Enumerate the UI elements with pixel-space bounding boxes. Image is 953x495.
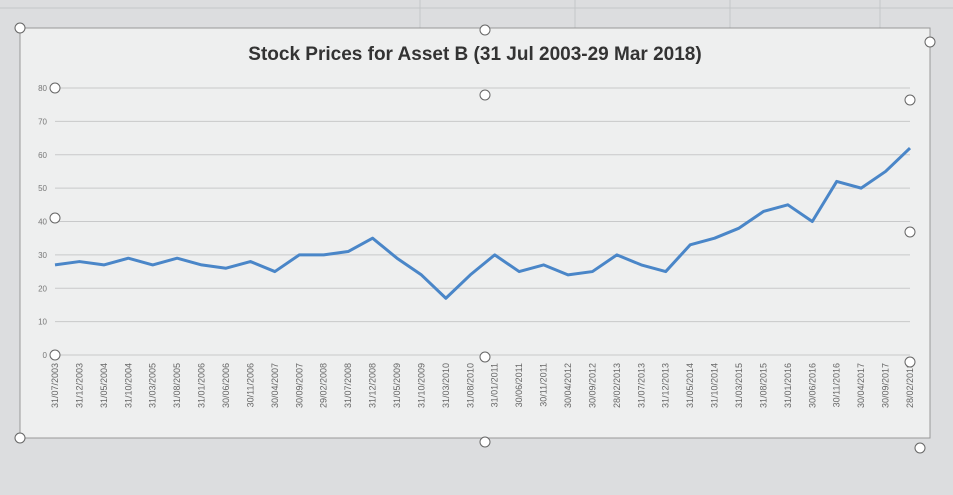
y-tick-label: 10 xyxy=(38,318,47,327)
x-tick-label: 31/01/2016 xyxy=(783,363,793,408)
x-tick-label: 29/02/2008 xyxy=(319,363,329,408)
x-tick-label: 31/12/2003 xyxy=(74,363,84,408)
y-tick-label: 80 xyxy=(38,84,47,93)
y-tick-label: 60 xyxy=(38,151,47,160)
x-tick-label: 31/05/2009 xyxy=(392,363,402,408)
resize-handle xyxy=(479,24,491,36)
x-tick-label: 31/07/2013 xyxy=(636,363,646,408)
line-series xyxy=(54,146,912,300)
x-tick-label: 30/11/2011 xyxy=(539,363,549,407)
x-tick-label: 30/04/2017 xyxy=(856,363,866,408)
x-tick-label: 31/05/2014 xyxy=(685,363,695,408)
x-tick-label: 30/06/2006 xyxy=(221,363,231,408)
x-tick-label: 30/04/2012 xyxy=(563,363,573,408)
x-tick-label: 31/08/2010 xyxy=(465,363,475,408)
resize-handle xyxy=(479,89,491,101)
x-tick-label: 30/09/2007 xyxy=(294,363,304,408)
resize-handle xyxy=(479,351,491,363)
resize-handle xyxy=(14,22,26,34)
resize-handle xyxy=(49,349,61,361)
resize-handle xyxy=(924,36,936,48)
x-tick-label: 30/09/2017 xyxy=(881,363,891,408)
y-tick-label: 30 xyxy=(38,251,47,260)
y-tick-label: 40 xyxy=(38,218,47,227)
resize-handle xyxy=(904,94,916,106)
x-tick-label: 31/03/2010 xyxy=(441,363,451,408)
resize-handle xyxy=(49,212,61,224)
resize-handle xyxy=(904,356,916,368)
sheet-grid xyxy=(0,0,953,40)
x-tick-label: 31/10/2014 xyxy=(710,363,720,408)
x-tick-label: 31/10/2009 xyxy=(416,363,426,408)
x-tick-label: 30/04/2007 xyxy=(270,363,280,408)
chart-title: Stock Prices for Asset B (31 Jul 2003-29… xyxy=(248,44,701,65)
x-tick-label: 30/06/2016 xyxy=(807,363,817,408)
x-tick-label: 31/03/2015 xyxy=(734,363,744,408)
x-tick-label: 31/01/2006 xyxy=(197,363,207,408)
x-tick-label: 30/09/2012 xyxy=(587,363,597,408)
x-tick-label: 31/12/2013 xyxy=(661,363,671,408)
chart-area xyxy=(19,27,931,439)
x-tick-label: 31/10/2004 xyxy=(123,363,133,408)
resize-handle xyxy=(914,442,926,454)
x-tick-label: 30/11/2016 xyxy=(832,363,842,407)
x-tick-label: 31/07/2003 xyxy=(50,363,60,408)
x-tick-label: 31/07/2008 xyxy=(343,363,353,408)
resize-handle xyxy=(14,432,26,444)
x-tick-label: 31/08/2005 xyxy=(172,363,182,408)
y-tick-label: 0 xyxy=(43,351,48,360)
x-tick-label: 31/03/2005 xyxy=(148,363,158,408)
resize-handle xyxy=(49,82,61,94)
y-tick-label: 50 xyxy=(38,184,47,193)
x-tick-label: 28/02/2018 xyxy=(905,363,915,408)
x-tick-label: 31/12/2008 xyxy=(368,363,378,408)
x-tick-label: 28/02/2013 xyxy=(612,363,622,408)
x-tick-label: 30/11/2006 xyxy=(245,363,255,407)
x-tick-label: 30/06/2011 xyxy=(514,363,524,407)
resize-handle xyxy=(479,436,491,448)
x-tick-label: 31/08/2015 xyxy=(758,363,768,408)
y-tick-label: 70 xyxy=(38,117,47,126)
x-tick-label: 31/01/2011 xyxy=(490,363,500,407)
y-tick-label: 20 xyxy=(38,284,47,293)
x-tick-label: 31/05/2004 xyxy=(99,363,109,408)
resize-handle xyxy=(904,226,916,238)
